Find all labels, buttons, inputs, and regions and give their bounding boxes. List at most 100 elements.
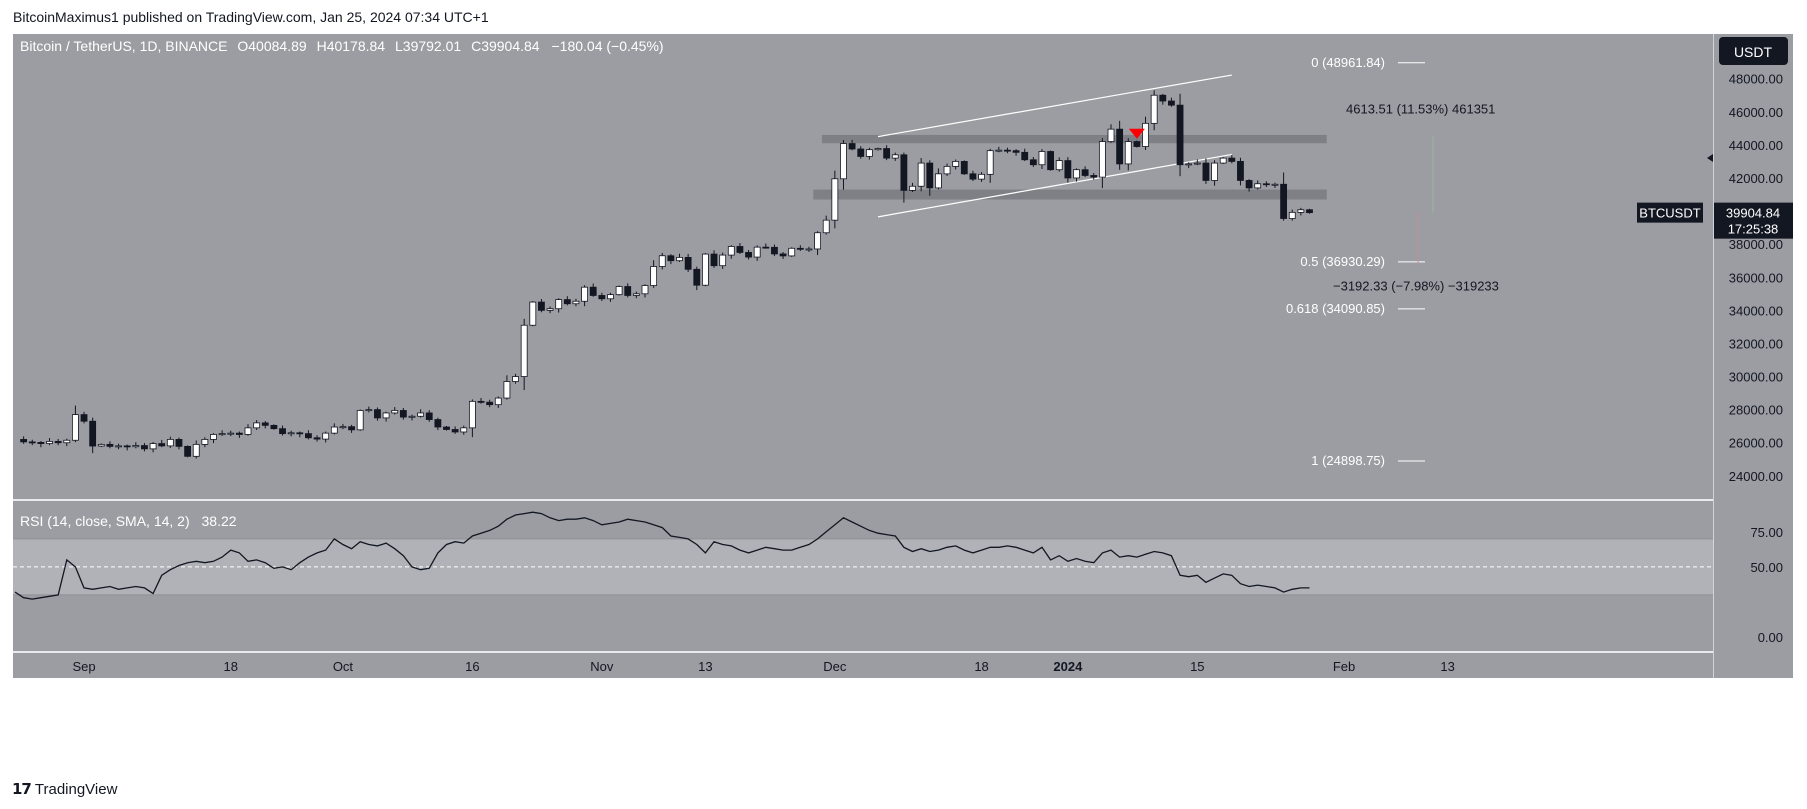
candle-body-down: [175, 439, 183, 447]
candle-body-up: [814, 232, 821, 250]
candle-body-up: [72, 414, 79, 441]
candle: [1202, 158, 1210, 184]
candle: [1124, 138, 1132, 171]
candle-body-up: [97, 443, 105, 447]
horizontal-zones: [813, 134, 1327, 200]
candle: [494, 396, 502, 409]
candle: [736, 243, 744, 255]
candle: [658, 252, 666, 270]
price-axis-tick: 28000.00: [1729, 403, 1783, 418]
candle-body-up: [529, 301, 537, 326]
candle-body-down: [296, 432, 304, 435]
time-axis-tick: Nov: [590, 659, 614, 674]
candle: [477, 397, 485, 404]
tradingview-brand: TradingView: [34, 780, 118, 798]
candle: [451, 426, 459, 434]
candle-body-down: [1004, 149, 1011, 152]
candle-body-down: [1081, 169, 1089, 176]
candle: [857, 146, 865, 159]
candle: [486, 399, 494, 408]
currency-button-label[interactable]: USDT: [1734, 44, 1773, 60]
candle-body-down: [123, 445, 131, 448]
price-tag-symbol-bg: [1637, 202, 1703, 223]
candle-body-up: [132, 445, 140, 448]
candle: [598, 292, 606, 301]
price-axis-tick: 48000.00: [1729, 72, 1783, 87]
candle-body-down: [477, 400, 485, 403]
chart-canvas[interactable]: 0 (48961.84) 0.5 (36930.29) 0.618 (34090.8…: [13, 34, 1793, 766]
candle-body-down: [960, 161, 968, 175]
tradingview-logo[interactable]: 17 TradingView: [12, 779, 117, 799]
time-axis-tick: 15: [1190, 659, 1204, 674]
candle: [926, 160, 934, 196]
candle: [1073, 168, 1080, 182]
candle: [572, 298, 580, 307]
candle-body-up: [149, 443, 157, 450]
candle: [235, 431, 243, 438]
fibonacci-levels: 0 (48961.84) 0.5 (36930.29) 0.618 (34090.8…: [1286, 55, 1425, 468]
chart-legend: Bitcoin / TetherUS, 1D, BINANCE O40084.8…: [20, 38, 664, 54]
candle-body-up: [727, 246, 735, 256]
candle: [460, 425, 468, 435]
candle-body-down: [80, 414, 88, 422]
candle: [1133, 140, 1141, 148]
price-tag-price: 39904.84: [1726, 206, 1780, 221]
candle: [192, 440, 200, 459]
candle: [468, 399, 476, 438]
rsi-axis-tick: 50.00: [1750, 560, 1783, 575]
candle-body-down: [54, 441, 62, 444]
candle: [814, 231, 821, 256]
candle-body-up: [1124, 141, 1132, 165]
candle: [158, 439, 166, 448]
candle: [753, 245, 761, 261]
legend-low: 39792.01: [403, 38, 462, 54]
candle-body-up: [632, 293, 640, 296]
candle: [512, 373, 519, 384]
candle-body-up: [115, 445, 122, 448]
candle: [89, 417, 97, 454]
candlestick-series: [20, 90, 1313, 459]
candle: [520, 318, 528, 391]
candle-body-down: [771, 246, 778, 255]
candle-body-down: [443, 426, 450, 430]
candle-body-up: [253, 422, 261, 429]
candle-body-down: [1237, 161, 1244, 181]
time-axis-tick: Sep: [72, 659, 95, 674]
candle: [529, 301, 537, 327]
candle: [391, 407, 399, 415]
candle: [141, 443, 148, 452]
candle-body-down: [141, 445, 148, 450]
legend-open-label: O: [237, 38, 248, 54]
candle-body-up: [676, 256, 683, 262]
time-axis-tick: 13: [1440, 659, 1454, 674]
price-tag: BTCUSDT 39904.84 17:25:38: [1637, 202, 1793, 239]
candle: [356, 409, 364, 431]
candle: [693, 266, 701, 291]
candle-body-down: [37, 442, 45, 444]
candle: [106, 441, 114, 449]
candle-body-down: [1116, 128, 1124, 165]
candle: [650, 260, 658, 288]
candle: [20, 436, 28, 444]
candle-body-up: [1271, 183, 1279, 186]
candle-body-down: [1202, 162, 1210, 181]
candle-body-up: [201, 439, 209, 445]
candle-body-up: [1073, 169, 1080, 179]
candle-body-up: [218, 433, 226, 436]
candle: [305, 430, 312, 440]
candle-body-down: [305, 433, 312, 439]
candle: [538, 299, 545, 313]
candle-body-down: [348, 426, 355, 431]
candle: [1081, 166, 1089, 178]
candle-body-down: [89, 420, 97, 447]
candle: [865, 147, 873, 160]
sell-signal-arrow: [1128, 128, 1145, 139]
candle: [1237, 157, 1244, 186]
candle: [1098, 138, 1106, 189]
candle-body-down: [1262, 183, 1270, 186]
price-axis-tick: 46000.00: [1729, 105, 1783, 120]
candle-body-up: [874, 148, 882, 151]
candle-body-down: [106, 443, 114, 447]
candle-body-down: [313, 437, 321, 440]
currency-button[interactable]: [1719, 37, 1788, 65]
